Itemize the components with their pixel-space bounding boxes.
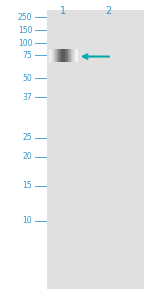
Bar xyxy=(75,49,76,62)
Bar xyxy=(55,49,56,62)
Bar xyxy=(66,49,67,62)
Bar xyxy=(73,49,74,62)
Bar xyxy=(48,49,49,62)
Text: 20: 20 xyxy=(23,152,32,161)
Bar xyxy=(51,49,52,62)
Bar xyxy=(58,49,59,62)
Bar xyxy=(77,49,78,62)
Bar xyxy=(74,49,75,62)
Bar xyxy=(50,49,51,62)
Bar xyxy=(64,49,65,62)
Bar xyxy=(67,49,68,62)
Bar xyxy=(54,49,55,62)
Bar xyxy=(71,49,72,62)
Bar xyxy=(72,49,73,62)
Bar xyxy=(62,49,63,62)
Text: 25: 25 xyxy=(23,133,32,142)
Text: 1: 1 xyxy=(60,6,66,16)
Text: 50: 50 xyxy=(22,74,32,83)
Bar xyxy=(49,49,50,62)
Text: 2: 2 xyxy=(106,6,112,16)
Text: 75: 75 xyxy=(22,51,32,59)
Bar xyxy=(53,49,54,62)
Text: 10: 10 xyxy=(23,216,32,225)
Bar xyxy=(47,10,144,289)
Text: 100: 100 xyxy=(18,39,32,48)
Bar xyxy=(69,49,70,62)
Bar xyxy=(52,49,53,62)
Bar xyxy=(70,49,71,62)
Bar xyxy=(56,49,57,62)
Bar xyxy=(59,49,60,62)
Text: 250: 250 xyxy=(18,13,32,22)
Text: 37: 37 xyxy=(22,93,32,102)
Bar xyxy=(61,49,62,62)
Bar xyxy=(68,49,69,62)
Bar xyxy=(63,49,64,62)
Bar xyxy=(65,49,66,62)
Bar xyxy=(60,49,61,62)
Bar xyxy=(76,49,77,62)
Bar xyxy=(57,49,58,62)
Text: 150: 150 xyxy=(18,26,32,35)
Text: 15: 15 xyxy=(23,181,32,190)
